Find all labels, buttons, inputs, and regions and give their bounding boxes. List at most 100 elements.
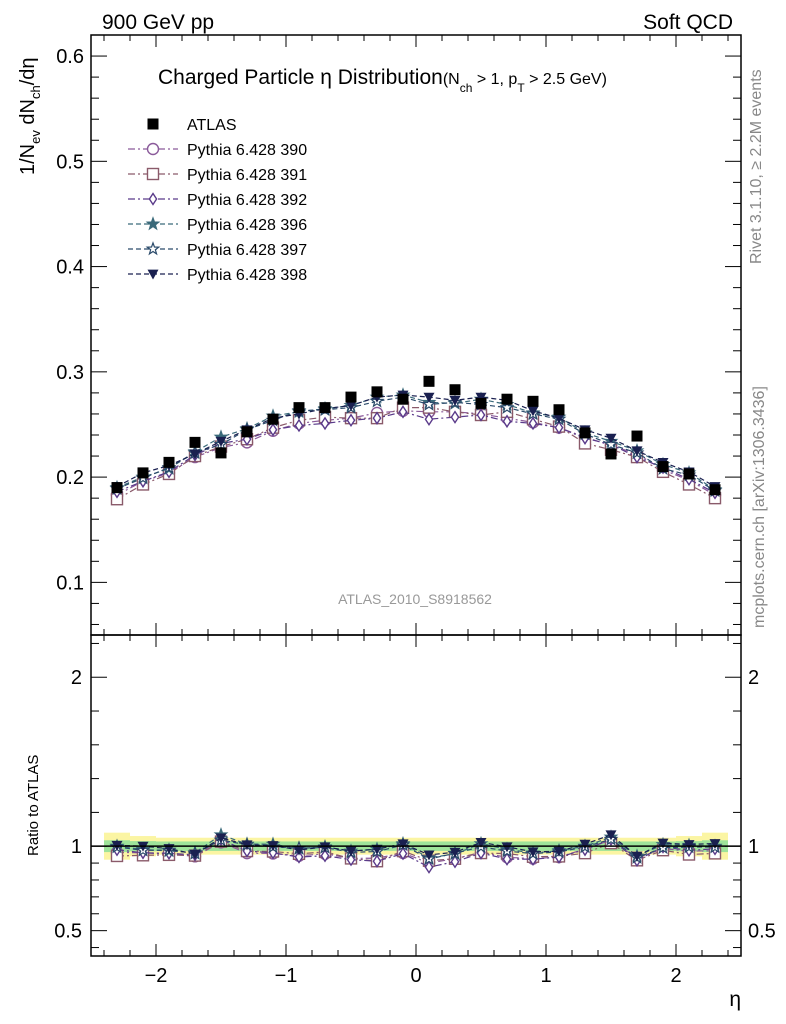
y-tick-label: 0.5: [56, 151, 84, 173]
legend-label-pythia-6-428-392: Pythia 6.428 392: [187, 192, 307, 209]
mcplots-label: mcplots.cern.ch [arXiv:1306.3436]: [751, 386, 768, 628]
point-atlas: [423, 375, 435, 387]
ratio-y-axis-label: Ratio to ATLAS: [25, 755, 42, 856]
ratio-point-pythia-6-428-398: [501, 842, 513, 853]
ratio-point-pythia-6-428-398: [215, 833, 227, 844]
legend-marker-pythia-6-428-396: [145, 216, 161, 231]
point-atlas: [137, 467, 149, 479]
x-tick-label: −2: [145, 965, 168, 987]
ratio-series-layer: [91, 826, 741, 874]
ratio-point-pythia-6-428-392: [320, 848, 330, 863]
ratio-point-pythia-6-428-392: [346, 852, 356, 867]
legend-label-atlas: ATLAS: [187, 117, 237, 134]
legend-label-pythia-6-428-396: Pythia 6.428 396: [187, 217, 307, 234]
title-cut-sub2: T: [517, 81, 525, 95]
point-pythia-6-428-398: [527, 406, 539, 417]
point-pythia-6-428-392: [372, 411, 382, 425]
point-pythia-6-428-397: [499, 399, 515, 414]
point-atlas: [475, 397, 487, 409]
point-pythia-6-428-398: [215, 436, 227, 447]
point-atlas: [215, 447, 227, 459]
ratio-point-pythia-6-428-392: [502, 852, 512, 866]
point-pythia-6-428-392: [398, 405, 408, 419]
title-cut-sub1: ch: [460, 81, 473, 95]
ratio-point-pythia-6-428-392: [372, 854, 382, 868]
y-tick-label: 0.2: [56, 467, 84, 489]
point-atlas: [449, 384, 461, 396]
ylabel-a: 1/N: [17, 144, 39, 175]
point-pythia-6-428-398: [449, 395, 461, 406]
ratio-frame: [90, 634, 742, 957]
point-pythia-6-428-398: [553, 413, 565, 424]
legend-marker-pythia-6-428-392: [148, 192, 158, 206]
x-tick-label: −1: [275, 965, 298, 987]
point-pythia-6-428-392: [320, 416, 330, 431]
point-atlas: [501, 393, 513, 405]
point-atlas: [111, 482, 123, 494]
legend-marker-pythia-6-428-390: [146, 142, 160, 156]
ratio-point-pythia-6-428-398: [657, 838, 669, 849]
analysis-watermark: ATLAS_2010_S8918562: [338, 591, 492, 607]
x-tick-label: 1: [540, 965, 551, 987]
point-atlas: [163, 456, 175, 468]
point-pythia-6-428-392: [476, 408, 486, 422]
chart-title-main: Charged Particle η Distribution: [158, 66, 443, 89]
ratio-point-pythia-6-428-398: [527, 847, 539, 858]
point-atlas: [371, 386, 383, 398]
ylabel-c: /dη: [17, 57, 39, 85]
header-left: 900 GeV pp: [102, 11, 214, 34]
point-pythia-6-428-392: [554, 420, 564, 435]
point-pythia-6-428-398: [423, 392, 435, 403]
point-pythia-6-428-392: [502, 414, 512, 429]
point-atlas: [397, 393, 409, 405]
ratio-point-pythia-6-428-398: [397, 839, 409, 850]
ratio-tick-label-right: 1: [748, 836, 759, 858]
legend-label-pythia-6-428-391: Pythia 6.428 391: [187, 167, 307, 184]
point-pythia-6-428-398: [605, 433, 617, 444]
ratio-point-pythia-6-428-398: [631, 851, 643, 862]
point-pythia-6-428-397: [603, 436, 619, 451]
legend-marker-pythia-6-428-397: [145, 241, 161, 256]
point-atlas: [189, 436, 201, 448]
ratio-point-pythia-6-428-398: [423, 850, 435, 861]
x-axis-label: η: [729, 988, 741, 1011]
point-pythia-6-428-392: [268, 422, 278, 437]
legend-label-pythia-6-428-397: Pythia 6.428 397: [187, 242, 307, 259]
x-tick-label: 2: [670, 965, 681, 987]
legend-marker-pythia-6-428-391: [146, 167, 160, 181]
ratio-point-pythia-6-428-398: [553, 846, 565, 857]
y-tick-label: 0.1: [56, 572, 84, 594]
point-atlas: [631, 430, 643, 442]
point-pythia-6-428-392: [450, 410, 460, 424]
y-tick-label: 0.3: [56, 362, 84, 384]
point-atlas: [241, 426, 253, 438]
ylabel-sub1: ev: [28, 130, 43, 144]
series-line-pythia-6-428-397: [116, 396, 716, 492]
ratio-point-pythia-6-428-392: [398, 846, 408, 861]
point-pythia-6-428-398: [189, 449, 201, 460]
point-atlas: [683, 468, 695, 480]
ratio-point-pythia-6-428-398: [319, 842, 331, 853]
point-atlas: [527, 395, 539, 407]
point-pythia-6-428-398: [475, 392, 487, 403]
series-line-pythia-6-428-398: [116, 394, 716, 488]
title-cut-open: (N: [443, 71, 460, 88]
series-line-pythia-6-428-391: [116, 407, 716, 500]
legend-marker-atlas: [147, 118, 159, 130]
series-line-pythia-6-428-396: [116, 394, 716, 491]
ratio-point-pythia-6-428-398: [293, 845, 305, 856]
ylabel-sub2: ch: [28, 85, 43, 99]
ratio-line-pythia-6-428-397: [116, 838, 716, 860]
legend-marker-pythia-6-428-398: [147, 269, 159, 280]
point-atlas: [319, 402, 331, 414]
point-atlas: [553, 404, 565, 416]
point-pythia-6-428-397: [421, 396, 437, 411]
ratio-point-pythia-6-428-398: [475, 838, 487, 848]
title-cut-mid: > 1, p: [472, 71, 517, 88]
ratio-tick-label: 0.5: [54, 921, 82, 943]
ratio-tick-label-right: 0.5: [748, 921, 776, 943]
point-pythia-6-428-392: [242, 432, 252, 446]
point-pythia-6-428-392: [528, 416, 538, 431]
point-atlas: [293, 402, 305, 414]
